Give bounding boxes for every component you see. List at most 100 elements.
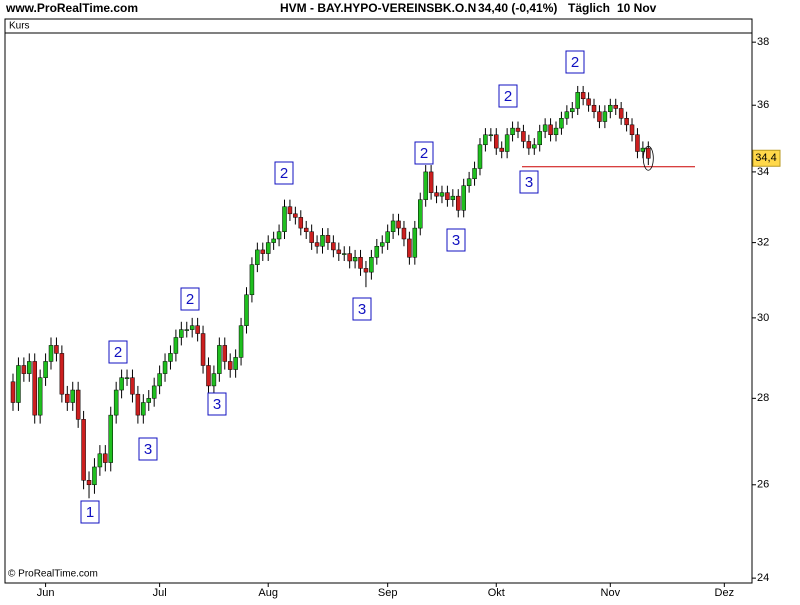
annotation-box: [108, 340, 128, 364]
candle-body: [646, 147, 651, 159]
candle-body: [37, 377, 43, 416]
annotation-box: [446, 228, 466, 252]
candle-body: [255, 249, 260, 265]
chart-title: HVM - BAY.HYPO-VEREINSBK.O.N: [280, 1, 476, 15]
candle-body: [141, 402, 146, 416]
candle-body: [309, 231, 314, 243]
candle-body: [32, 361, 37, 416]
candle-body: [162, 361, 168, 374]
candle-body: [211, 373, 217, 387]
candle-body: [379, 242, 385, 247]
candle-body: [271, 238, 276, 243]
y-tick-label: 34: [757, 166, 769, 178]
annotation-box: [138, 437, 158, 461]
candle-body: [488, 134, 494, 137]
candle-body: [515, 127, 521, 132]
candle-body: [135, 393, 141, 416]
candle-body: [548, 124, 553, 136]
source: www.ProRealTime.com: [5, 1, 138, 15]
candle-body: [249, 264, 255, 296]
annotation: 2: [420, 145, 428, 162]
candle-body: [385, 231, 390, 243]
candle-body: [103, 453, 108, 463]
candle-body: [217, 345, 222, 374]
candle-body: [456, 195, 461, 211]
candle-body: [575, 92, 580, 109]
candle-body: [92, 466, 97, 486]
candle-body: [477, 144, 483, 169]
candle-body: [119, 377, 124, 391]
candle-body: [287, 206, 293, 215]
candle-body: [537, 131, 542, 146]
candle-body: [580, 92, 586, 100]
candle-body: [423, 171, 428, 200]
annotation-box: [180, 287, 200, 311]
candle-body: [352, 257, 358, 262]
candle-body: [407, 238, 412, 258]
period: Täglich: [568, 1, 610, 15]
candle-body: [282, 206, 287, 232]
candle-body: [130, 377, 135, 395]
annotation: 2: [186, 291, 194, 308]
plot-frame: [4, 18, 753, 584]
candle-body: [222, 345, 228, 362]
candle-body: [331, 242, 336, 251]
candle-body: [347, 253, 352, 262]
candle-body: [168, 353, 173, 362]
candle-body: [591, 104, 597, 112]
candle-body: [369, 257, 374, 273]
x-tick-label: Sep: [378, 587, 398, 599]
candle-body: [608, 104, 613, 112]
candle-body: [238, 325, 244, 358]
candle-body: [510, 127, 515, 136]
candle-body: [363, 268, 369, 273]
candle-body: [227, 361, 233, 370]
annotation-box: [352, 297, 372, 321]
candle-body: [483, 134, 488, 146]
candle-body: [336, 249, 342, 254]
candle-body: [521, 131, 526, 142]
candle-body: [108, 414, 113, 463]
last-price-box: [752, 149, 781, 167]
candle-body: [586, 98, 591, 106]
candle-body: [472, 168, 477, 180]
annotation: 2: [571, 54, 579, 71]
annotation: 3: [358, 301, 366, 318]
candle-body: [439, 192, 445, 197]
candle-body: [27, 361, 32, 374]
candle-body: [276, 231, 282, 240]
candle-body: [629, 124, 635, 136]
candle-body: [450, 195, 456, 200]
annotation-box: [274, 161, 294, 185]
candle-body: [21, 365, 27, 374]
annotation-box: [207, 392, 227, 416]
annotation: 3: [213, 396, 221, 413]
candle-body: [43, 361, 48, 378]
candle-body: [54, 345, 59, 354]
candle-body: [298, 217, 304, 229]
candle-body: [200, 333, 206, 366]
candle-body: [75, 389, 81, 420]
candle-body: [564, 111, 570, 119]
annotation: 3: [525, 174, 533, 191]
x-tick-label: Nov: [601, 587, 621, 599]
candle-body: [314, 242, 320, 247]
highlight-ellipse: [642, 145, 654, 171]
candle-body: [504, 134, 510, 152]
candle-body: [494, 134, 499, 149]
x-tick-label: Okt: [488, 587, 505, 599]
y-tick-label: 38: [757, 36, 769, 48]
candle-body: [325, 235, 331, 243]
candle-body: [189, 325, 195, 330]
candle-body: [184, 329, 190, 331]
x-tick-label: Jun: [37, 587, 55, 599]
candle-body: [553, 127, 559, 136]
candle-body: [597, 111, 602, 122]
annotation: 2: [280, 165, 288, 182]
candle-body: [401, 227, 407, 240]
date: 10 Nov: [617, 1, 657, 15]
candle-body: [293, 213, 298, 218]
candle-body: [532, 144, 537, 149]
